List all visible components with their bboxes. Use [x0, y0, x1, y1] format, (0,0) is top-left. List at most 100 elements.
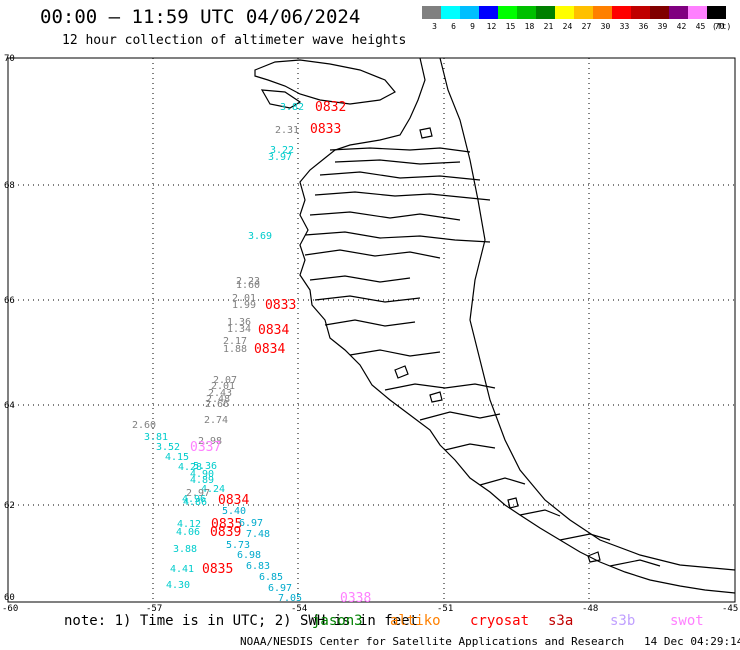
- colorbar-label: 15: [506, 22, 516, 31]
- colorbar-swatch: [688, 6, 707, 19]
- wave-height-label: 1.99: [232, 300, 256, 311]
- mission-legend-item: s3b: [610, 613, 636, 629]
- colorbar-label: 45: [696, 22, 706, 31]
- wave-height-label: 4.89: [190, 475, 214, 486]
- pass-time-label: 0835: [211, 517, 242, 532]
- colorbar-label: 21: [544, 22, 554, 31]
- wave-height-label: 2.66: [205, 399, 229, 410]
- colorbar-label: 9: [470, 22, 475, 31]
- wave-height-label: 6.85: [259, 572, 283, 583]
- colorbar-label: 6: [451, 22, 456, 31]
- wave-height-label: 4.28: [178, 462, 202, 473]
- lon-label: -60: [2, 604, 18, 614]
- footer-note: note: 1) Time is in UTC; 2) SWH is in fe…: [64, 613, 419, 629]
- wave-height-label: 3.52: [156, 442, 180, 453]
- lat-axis-labels: 70 68 66 64 62 60: [4, 54, 15, 603]
- mission-legend-item: s3a: [548, 613, 574, 629]
- wave-height-label: 1.88: [223, 344, 247, 355]
- wave-height-label: 7.48: [246, 529, 270, 540]
- colorbar-swatch: [517, 6, 536, 19]
- wave-height-label: 4.30: [166, 580, 190, 591]
- lon-label: -48: [582, 604, 598, 614]
- lat-label: 68: [4, 181, 15, 191]
- wave-height-label: 6.83: [246, 561, 270, 572]
- colorbar-swatch: [441, 6, 460, 19]
- colorbar-label: 18: [525, 22, 535, 31]
- mission-legend-item: swot: [670, 613, 704, 629]
- greenland-coastline: [254, 57, 736, 594]
- mission-legend-item: cryosat: [470, 613, 530, 629]
- pass-time-label: 0835: [202, 562, 233, 577]
- lon-label: -51: [437, 604, 453, 614]
- wave-height-label: 3.22: [270, 145, 294, 156]
- graticule: [8, 58, 735, 602]
- wave-height-label: 3.97: [268, 152, 292, 163]
- wave-height-label: 2.48: [206, 394, 230, 405]
- lat-label: 70: [4, 54, 15, 64]
- wave-height-label: 5.73: [226, 540, 250, 551]
- wave-height-label: 2.17: [223, 336, 247, 347]
- lat-label: 60: [4, 593, 15, 603]
- colorbar-swatch: [555, 6, 574, 19]
- pass-time-label: 0834: [258, 323, 289, 338]
- lon-label: -45: [722, 604, 738, 614]
- colorbar-swatch: [650, 6, 669, 19]
- colorbar-label: 42: [677, 22, 687, 31]
- wave-height-label: 2.01: [232, 293, 256, 304]
- wave-height-label: 2.74: [204, 415, 228, 426]
- wave-height-label: 4.41: [170, 564, 194, 575]
- wave-height-label: 1.34: [227, 324, 251, 335]
- wave-height-label: 2.98: [198, 436, 222, 447]
- lat-label: 62: [4, 501, 15, 511]
- wave-height-label: 3.81: [144, 432, 168, 443]
- colorbar-swatch: [612, 6, 631, 19]
- wave-height-label: 4.15: [165, 452, 189, 463]
- wave-height-label: 2.01: [211, 381, 235, 392]
- colorbar-swatch: [536, 6, 555, 19]
- wave-height-label: 2.23: [236, 276, 260, 287]
- colorbar-swatch: [669, 6, 688, 19]
- colorbar-swatch: [460, 6, 479, 19]
- page-subtitle: 12 hour collection of altimeter wave hei…: [62, 33, 407, 48]
- wave-height-label: 2.31: [275, 125, 299, 136]
- colorbar-label: 12: [487, 22, 497, 31]
- lon-axis-labels: -60 -57 -54 -51 -48 -45: [2, 604, 738, 614]
- lat-label: 66: [4, 296, 15, 306]
- wave-height-label: 6.97: [268, 583, 292, 594]
- colorbar-swatch: [574, 6, 593, 19]
- wave-height-label: 4.96: [182, 494, 206, 505]
- colorbar-unit: (ft): [712, 22, 731, 31]
- pass-time-label: 0338: [340, 591, 371, 606]
- lon-label: -54: [291, 604, 307, 614]
- colorbar-swatch: [707, 6, 726, 19]
- colorbar-label: 39: [658, 22, 668, 31]
- wave-height-label: 5.36: [193, 461, 217, 472]
- colorbar-label: 24: [563, 22, 573, 31]
- wave-height-observations: 3.82 0832 2.31 0833 3.223.97 3.69 2.231.60 2.01…: [132, 100, 371, 606]
- wave-height-label: 4.12: [177, 519, 201, 530]
- wave-height-label: 1.36: [227, 317, 251, 328]
- wave-height-label: 3.69: [248, 231, 272, 242]
- wave-height-label: 5.40: [222, 506, 246, 517]
- plot-frame: [7, 57, 736, 603]
- pass-time-label: 0839: [210, 525, 241, 540]
- colorbar-label: 30: [601, 22, 611, 31]
- pass-time-label: 0832: [315, 100, 346, 115]
- wave-height-label: 2.43: [208, 388, 232, 399]
- lon-label: -57: [146, 604, 162, 614]
- wave-height-label: 6.98: [237, 550, 261, 561]
- colorbar-swatch: [631, 6, 650, 19]
- pass-time-label: 0833: [265, 298, 296, 313]
- colorbar-swatch: [498, 6, 517, 19]
- colorbar-label: 3: [432, 22, 437, 31]
- wave-height-label: 7.05: [278, 593, 302, 604]
- page-title: 00:00 – 11:59 UTC 04/06/2024: [40, 6, 361, 28]
- wave-height-label: 2.97: [186, 488, 210, 499]
- wave-height-label: 3.88: [173, 544, 197, 555]
- lat-label: 64: [4, 401, 15, 411]
- colorbar-label: 36: [639, 22, 649, 31]
- wave-height-label: 2.60: [132, 420, 156, 431]
- pass-time-label: 0834: [218, 493, 249, 508]
